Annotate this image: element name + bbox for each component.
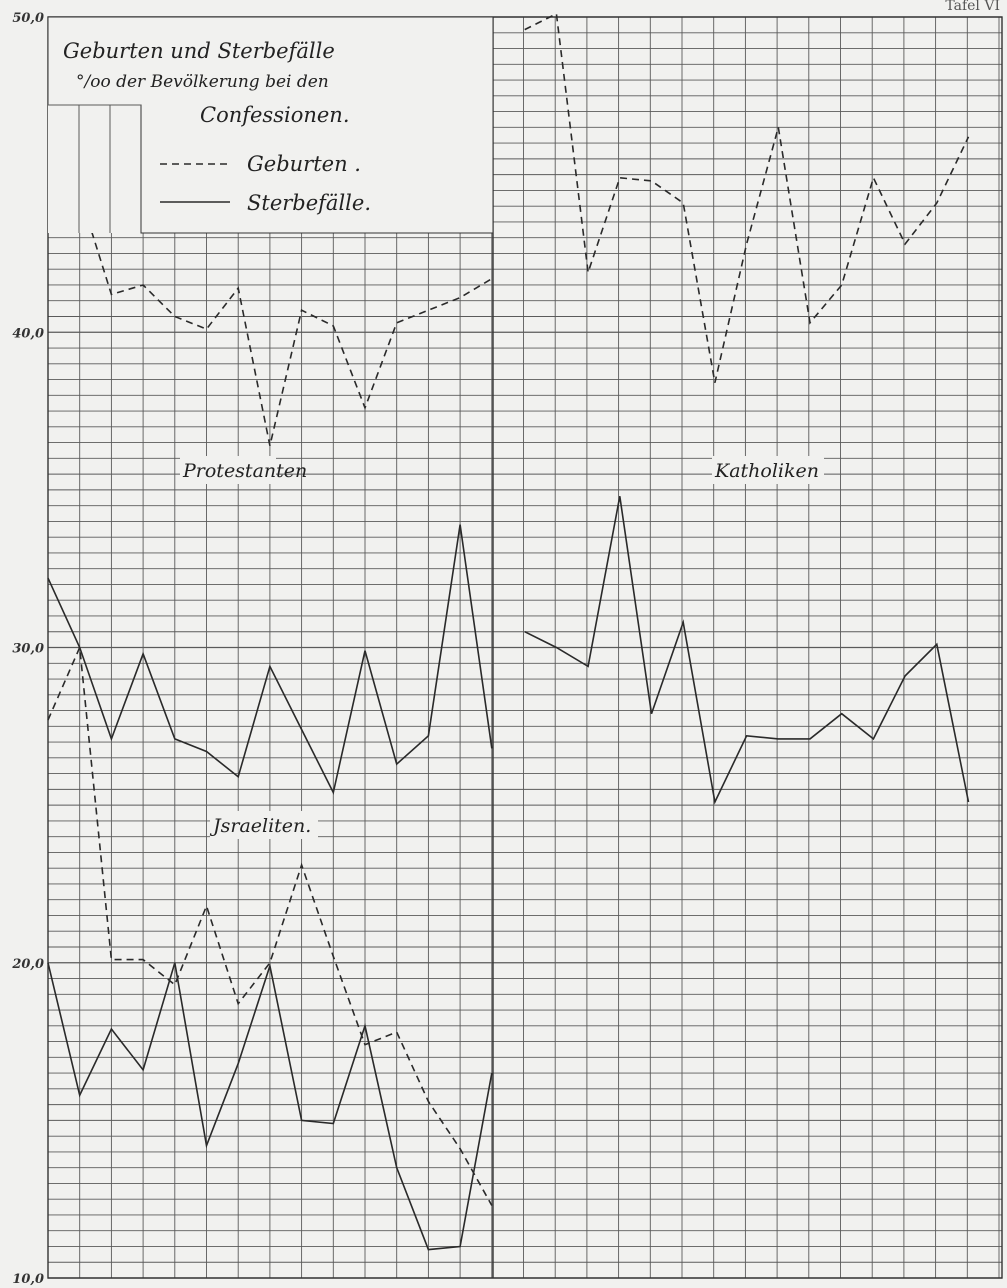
israeliten-deaths-line	[47, 962, 493, 1251]
legend: Geburten und Sterbefälle °/oo der Bevölk…	[47, 16, 494, 234]
y-tick-label: 40,0	[12, 326, 44, 341]
legend-deaths-label: Sterbefälle.	[247, 191, 371, 215]
y-tick-label: 10,0	[12, 1272, 44, 1287]
y-tick-label: 50,0	[12, 11, 44, 26]
group-label-israeliten: Jsraeliten.	[209, 815, 311, 837]
group-label-background	[210, 811, 318, 839]
legend-subtitle-2: Confessionen.	[200, 103, 350, 127]
legend-box-left	[48, 105, 141, 233]
plot-frame	[47, 16, 1003, 1279]
corner-text: Tafel VI	[945, 0, 1000, 14]
y-tick-label: 20,0	[11, 957, 44, 972]
group-label-protestanten: Protestanten	[182, 460, 307, 482]
legend-box-right	[141, 105, 493, 233]
protestanten-deaths-line	[47, 524, 493, 795]
legend-title: Geburten und Sterbefälle	[63, 39, 335, 63]
protestanten-births-line	[47, 186, 493, 446]
legend-box-top	[48, 17, 493, 105]
y-axis: 10,0 20,0 30,0 40,0 50,0	[11, 11, 44, 1287]
group-label-background	[712, 456, 824, 484]
y-tick-label: 30,0	[12, 642, 44, 657]
katholiken-deaths-line	[524, 496, 970, 805]
legend-subtitle: °/oo der Bevölkerung bei den	[76, 72, 329, 92]
legend-births-label: Geburten .	[247, 152, 361, 176]
israeliten-births-line	[47, 644, 493, 1206]
katholiken-births-line	[524, 12, 970, 383]
group-labels: Protestanten Katholiken Jsraeliten.	[180, 456, 824, 839]
series-layer	[47, 12, 970, 1251]
group-label-background	[180, 456, 276, 484]
group-label-katholiken: Katholiken	[714, 460, 819, 482]
